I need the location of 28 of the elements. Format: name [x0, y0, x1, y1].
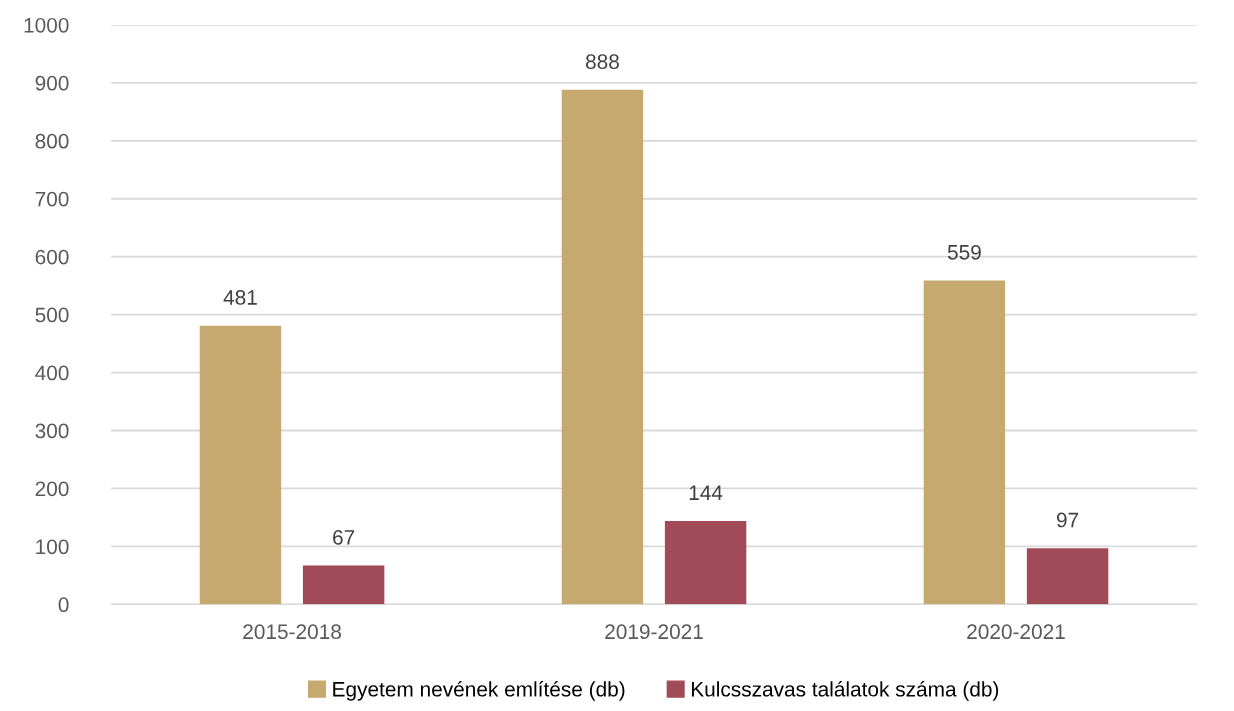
y-tick-label: 1000: [24, 17, 69, 33]
bar: [302, 565, 385, 605]
x-tick-label: 2015-2018: [243, 624, 341, 640]
y-tick-label: 600: [35, 249, 69, 265]
data-label: 481: [223, 290, 257, 305]
y-tick-label: 0: [58, 597, 69, 613]
legend-label: Egyetem nevének említése (db): [333, 681, 625, 701]
data-label: 144: [689, 485, 723, 500]
y-tick-label: 900: [35, 75, 69, 91]
x-tick-label: 2019-2021: [605, 624, 703, 640]
data-label: 67: [333, 529, 355, 545]
bar: [1026, 548, 1109, 605]
bar: [664, 520, 747, 605]
x-tick-label: 2020-2021: [967, 624, 1065, 640]
y-tick-label: 200: [35, 481, 69, 497]
y-tick-label: 100: [36, 539, 69, 555]
data-label: 559: [947, 244, 981, 260]
legend-label: Kulcsszavas találatok száma (db): [691, 681, 999, 701]
y-tick-label: 700: [35, 191, 69, 207]
bar: [923, 280, 1006, 605]
y-tick-label: 500: [35, 307, 69, 323]
data-label: 888: [585, 54, 619, 69]
y-tick-label: 400: [35, 365, 69, 381]
y-tick-label: 300: [35, 423, 69, 439]
bar: [199, 325, 282, 605]
y-tick-label: 800: [35, 133, 69, 149]
bar: [561, 89, 644, 605]
data-label: 97: [1056, 512, 1079, 528]
